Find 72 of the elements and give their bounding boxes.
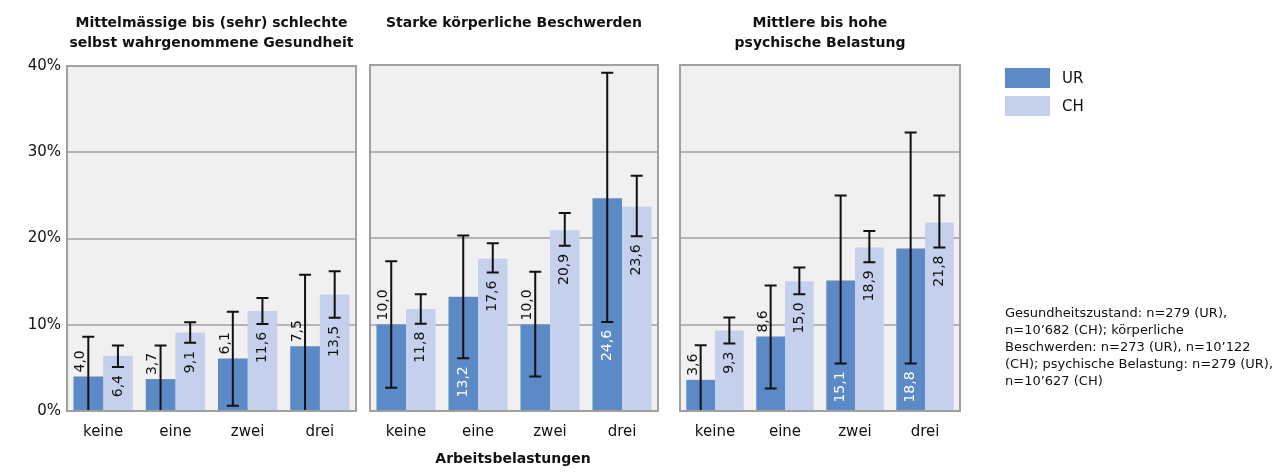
bar: [925, 222, 954, 410]
bar: [520, 324, 550, 410]
data-label: 18,8: [901, 371, 918, 403]
y-tick-label: 20%: [27, 228, 61, 247]
x-tick-label: keine: [694, 421, 736, 440]
bar: [715, 330, 744, 410]
legend-label: CH: [1062, 97, 1084, 115]
x-tick-label: zwei: [230, 421, 265, 440]
data-label: 9,1: [180, 350, 197, 374]
x-tick-label: zwei: [838, 421, 872, 440]
data-label: 7,5: [287, 320, 304, 343]
data-label: 13,2: [453, 366, 470, 398]
x-tick-label: drei: [305, 421, 335, 440]
text: Gesundheitszustand: n=279 (UR), n=10’682 (CH); körperliche Beschwerden: n=273 (UR), n=10’122 (CH); psychische Belastung: n=279 (UR), n=10’627 (CH): [1005, 304, 1275, 389]
bar: [785, 281, 814, 410]
data-label: 6,1: [215, 332, 232, 355]
x-tick-label: keine: [385, 421, 427, 440]
bar: [376, 324, 406, 410]
bar: [448, 296, 478, 410]
data-label: 18,9: [859, 270, 876, 302]
bar: [896, 248, 925, 410]
x-tick-label: eine: [461, 421, 495, 440]
data-label: 20,9: [555, 253, 572, 285]
x-tick-label: keine: [82, 421, 124, 440]
bar: [73, 376, 104, 410]
bar: [175, 332, 205, 410]
data-label: 9,3: [719, 351, 736, 374]
chart-title: Mittelmässige bis (sehr) schlechte selbst wahrgenommene Gesundheit: [68, 13, 355, 52]
x-tick-label: eine: [159, 421, 192, 440]
x-tick-label: drei: [910, 421, 940, 440]
bar: [622, 206, 652, 410]
data-label: 23,6: [627, 244, 644, 276]
bar: [103, 355, 133, 410]
bar: [550, 230, 580, 410]
data-label: 21,8: [929, 255, 946, 287]
bar: [319, 294, 350, 410]
data-label: 15,1: [831, 371, 848, 403]
bar: [218, 358, 248, 410]
data-label: 3,7: [143, 352, 160, 376]
bar: [406, 308, 436, 410]
chart-title: Starke körperliche Beschwerden: [384, 13, 644, 32]
x-tick-label: eine: [768, 421, 802, 440]
legend-label: UR: [1062, 69, 1084, 87]
data-label: 10,0: [518, 289, 535, 321]
data-label: 24,6: [597, 329, 614, 362]
data-label: 4,0: [71, 350, 88, 373]
chart-title: Mittlere bis hohe psychische Belastung: [733, 13, 907, 52]
bar: [478, 258, 508, 410]
y-tick-label: 40%: [27, 55, 61, 74]
data-label: 13,5: [325, 325, 342, 358]
data-label: 15,0: [789, 302, 806, 334]
bar: [826, 280, 855, 410]
x-axis-title: Arbeitsbelastungen: [434, 450, 592, 466]
x-tick-label: drei: [607, 421, 637, 440]
y-tick-label: 30%: [27, 142, 61, 161]
data-label: 8,6: [753, 310, 770, 333]
data-label: 6,4: [108, 374, 125, 398]
data-label: 3,6: [683, 353, 700, 376]
bar: [686, 379, 715, 410]
data-label: 17,6: [483, 280, 500, 312]
data-label: 10,0: [374, 289, 391, 321]
bar: [145, 379, 176, 410]
data-label: 11,6: [253, 331, 270, 364]
x-tick-label: zwei: [533, 421, 567, 440]
bar: [247, 310, 278, 410]
data-label: 11,8: [411, 331, 428, 363]
bar: [855, 247, 884, 410]
y-tick-label: 0%: [37, 400, 61, 419]
bar: [290, 346, 320, 410]
y-tick-label: 10%: [27, 314, 61, 333]
bar: [756, 336, 785, 410]
bar: [592, 198, 622, 410]
